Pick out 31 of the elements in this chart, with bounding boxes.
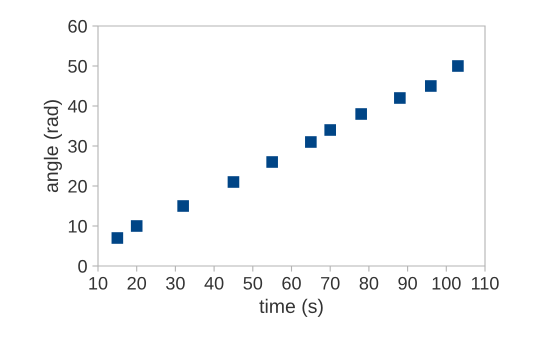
y-tick-label: 10 — [68, 220, 87, 233]
x-tick-label: 90 — [398, 276, 417, 290]
x-tick-label: 20 — [128, 276, 146, 290]
x-tick-label: 30 — [166, 276, 185, 290]
point — [130, 220, 143, 232]
x-tick-label: 10 — [89, 276, 108, 290]
point — [228, 176, 240, 188]
x-tick-label: 80 — [360, 276, 378, 290]
x-tick-label: 40 — [204, 276, 224, 290]
x-tick-label: 60 — [282, 276, 301, 290]
point — [324, 124, 336, 136]
y-tick-label: 30 — [68, 140, 87, 153]
point — [177, 200, 189, 212]
x-tick-label: 100 — [432, 276, 461, 290]
point — [112, 232, 124, 244]
point — [394, 92, 406, 104]
x-axis-title: time (s) — [259, 298, 323, 317]
x-tick-label: 50 — [243, 276, 262, 290]
y-tick-label: 0 — [78, 260, 87, 273]
point — [266, 156, 278, 168]
y-tick-label: 40 — [68, 100, 87, 113]
point — [355, 108, 367, 120]
point — [305, 136, 317, 148]
y-tick-label: 60 — [68, 20, 87, 33]
x-tick-label: 70 — [321, 276, 340, 290]
y-tick-label: 20 — [68, 180, 87, 193]
point — [452, 60, 464, 72]
point — [425, 80, 437, 92]
y-tick-label: 50 — [68, 60, 87, 73]
x-tick-label: 110 — [472, 276, 499, 290]
y-axis-title: angle (rad) — [44, 100, 62, 192]
